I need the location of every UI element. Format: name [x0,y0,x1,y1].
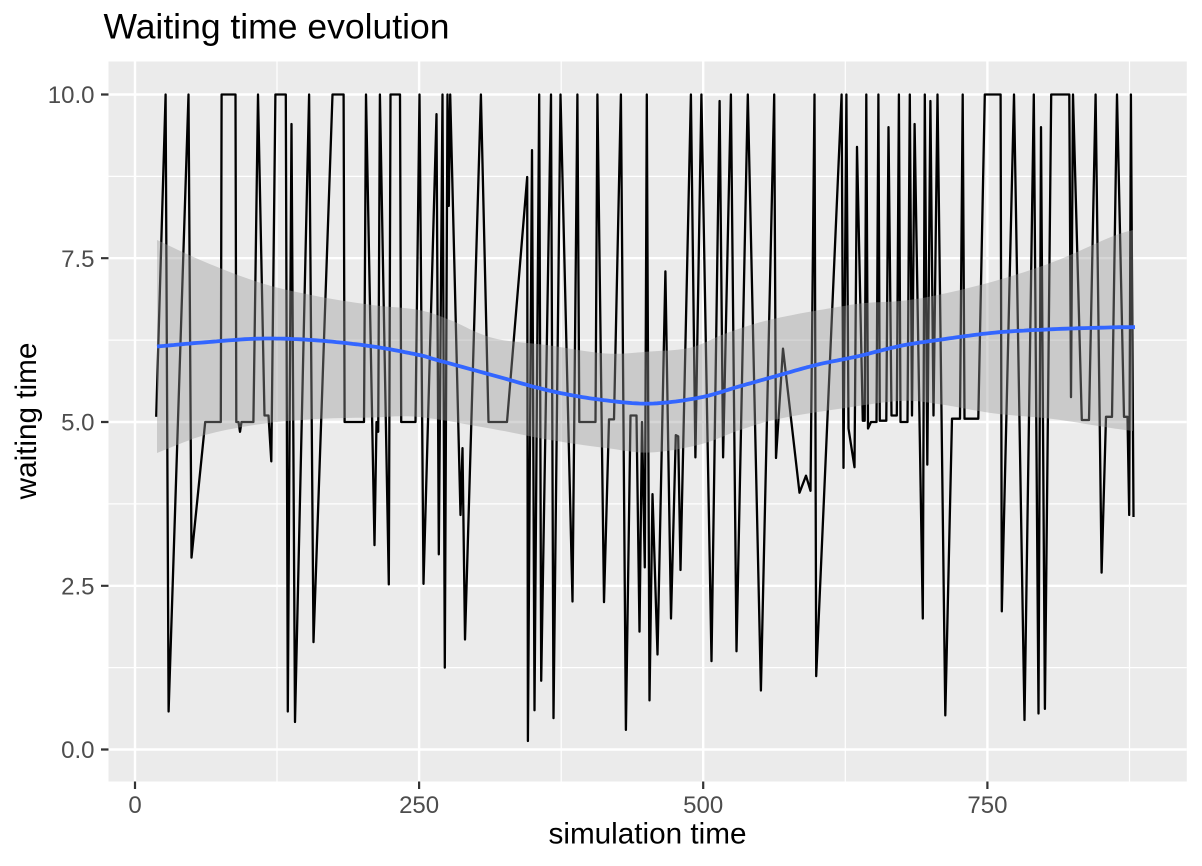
svg-text:0: 0 [128,792,141,819]
svg-text:5.0: 5.0 [61,410,94,437]
svg-text:500: 500 [683,792,723,819]
svg-text:simulation time: simulation time [549,818,747,851]
svg-text:10.0: 10.0 [48,82,95,109]
svg-text:0.0: 0.0 [61,737,94,764]
svg-text:750: 750 [967,792,1007,819]
svg-text:waiting time: waiting time [10,343,43,501]
svg-text:2.5: 2.5 [61,573,94,600]
svg-text:7.5: 7.5 [61,246,94,273]
svg-text:Waiting time evolution: Waiting time evolution [104,6,450,46]
svg-text:250: 250 [399,792,439,819]
